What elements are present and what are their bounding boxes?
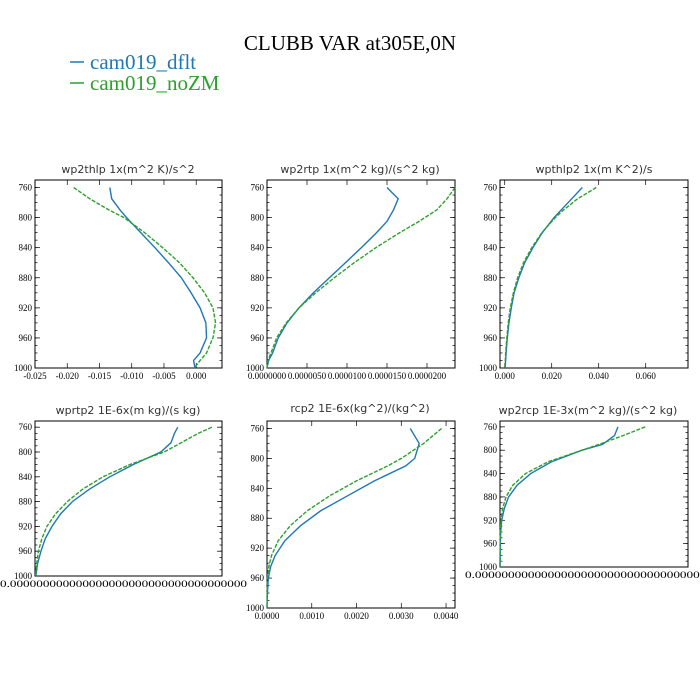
y-tick-label: 760 xyxy=(19,422,33,432)
legend-label-dflt: cam019_dflt xyxy=(90,50,196,74)
plot-frame xyxy=(266,179,456,369)
series-line-cam019_noZM xyxy=(266,187,456,369)
y-tick-label: 800 xyxy=(251,453,265,463)
panel-wprtp2: wprtp2 1E-6x(m kg)/(s kg) 760 800 840 880 920… xyxy=(0,404,248,589)
plot-frame xyxy=(34,420,223,577)
x-tick-label: 0.0000150 xyxy=(368,371,407,381)
y-tick-label: 960 xyxy=(251,333,265,343)
panel-rcp2: rcp2 1E-6x(kg^2)/(kg^2) 760 800 840 880 920 96… xyxy=(246,402,459,621)
y-tick-label: 1000 xyxy=(246,603,265,613)
x-tick-label: 0.0040 xyxy=(434,611,459,621)
panel-wp2rtp: wp2rtp 1x(m^2 kg)/(s^2 kg) 760 800 840 880 92… xyxy=(246,163,456,381)
y-tick-label: 880 xyxy=(484,273,498,283)
series-line-cam019_dflt xyxy=(266,187,400,369)
y-tick-label: 960 xyxy=(484,333,498,343)
y-tick-label: 800 xyxy=(19,213,33,223)
x-tick-label: 0.020 xyxy=(542,371,563,381)
x-tick-label: 0.040 xyxy=(589,371,610,381)
x-tick-label: 0.0010 xyxy=(299,611,324,621)
panel-title: wp2rtp 1x(m^2 kg)/(s^2 kg) xyxy=(280,163,439,176)
x-tick-label: 0.0000100 xyxy=(328,371,367,381)
y-tick-label: 920 xyxy=(251,543,265,553)
y-tick-label: 840 xyxy=(19,472,33,482)
series-line-cam019_dflt xyxy=(109,187,208,369)
series-line-cam019_dflt xyxy=(499,426,619,568)
plot-frame xyxy=(266,420,456,609)
series-line-cam019_noZM xyxy=(34,426,213,577)
y-tick-label: 1000 xyxy=(479,363,498,373)
panel-title: rcp2 1E-6x(kg^2)/(kg^2) xyxy=(290,402,429,415)
y-tick-label: 1000 xyxy=(14,571,33,581)
y-tick-label: 840 xyxy=(19,243,33,253)
y-tick-label: 920 xyxy=(484,515,498,525)
y-tick-label: 960 xyxy=(19,333,33,343)
y-tick-label: 1000 xyxy=(479,562,498,572)
x-tick-label: -0.010 xyxy=(120,371,144,381)
x-tick-label: -0.005 xyxy=(152,371,176,381)
x-tick-label: 0.000000000000000000000000000000000000 xyxy=(465,570,700,580)
series-line-cam019_noZM xyxy=(499,426,646,567)
y-tick-label: 760 xyxy=(484,422,498,432)
panel-title: wpthlp2 1x(m K^2)/s xyxy=(536,163,653,176)
x-tick-label: 0.0000050 xyxy=(288,371,327,381)
y-tick-label: 800 xyxy=(484,213,498,223)
panel-title: wprtp2 1E-6x(m kg)/(s kg) xyxy=(56,404,201,417)
y-tick-label: 840 xyxy=(484,469,498,479)
y-tick-label: 960 xyxy=(484,539,498,549)
y-tick-label: 760 xyxy=(251,423,265,433)
series-line-cam019_dflt xyxy=(266,428,420,609)
y-tick-label: 800 xyxy=(484,445,498,455)
series-line-cam019_dflt xyxy=(504,187,583,369)
x-tick-label: 0.060 xyxy=(636,371,657,381)
y-tick-label: 760 xyxy=(484,183,498,193)
plot-frame xyxy=(34,179,223,369)
y-tick-label: 880 xyxy=(251,273,265,283)
x-tick-label: 0.0000200 xyxy=(408,371,447,381)
y-tick-label: 880 xyxy=(19,273,33,283)
panel-title: wp2thlp 1x(m^2 K)/s^2 xyxy=(61,163,194,176)
series-line-cam019_dflt xyxy=(35,426,179,577)
series-line-cam019_noZM xyxy=(73,186,217,369)
y-tick-label: 760 xyxy=(251,183,265,193)
y-tick-label: 760 xyxy=(19,183,33,193)
y-tick-label: 920 xyxy=(19,521,33,531)
figure-title: CLUBB VAR at305E,0N xyxy=(244,31,456,55)
y-tick-label: 840 xyxy=(251,483,265,493)
panel-wp2rcp: wp2rcp 1E-3x(m^2 kg)/(s^2 kg)760 800 840 88… xyxy=(465,404,700,580)
plot-frame xyxy=(499,420,689,568)
legend: cam019_dflt cam019_noZM xyxy=(70,50,220,95)
x-tick-label: -0.025 xyxy=(23,371,47,381)
panel-wpthlp2: wpthlp2 1x(m K^2)/s 760 800 840 880 920 960 100… xyxy=(479,163,689,381)
x-tick-label: 0.0000 xyxy=(255,611,280,621)
y-tick-label: 1000 xyxy=(246,363,265,373)
x-tick-label: 0.0000000 xyxy=(248,371,287,381)
legend-label-nozm: cam019_noZM xyxy=(90,71,220,95)
panel-wp2thlp: wp2thlp 1x(m^2 K)/s^2 760 800 840 880 920 960 1… xyxy=(14,163,223,381)
y-tick-label: 960 xyxy=(19,546,33,556)
x-tick-label: 0.000000000000000000000000000000000000 xyxy=(0,579,248,589)
panel-title: wp2rcp 1E-3x(m^2 kg)/(s^2 kg) xyxy=(499,404,678,417)
x-tick-label: 0.000 xyxy=(495,371,516,381)
y-tick-label: 880 xyxy=(19,497,33,507)
x-tick-label: 0.0030 xyxy=(389,611,414,621)
y-tick-label: 800 xyxy=(19,447,33,457)
y-tick-label: 1000 xyxy=(14,363,33,373)
series-line-cam019_noZM xyxy=(504,186,597,369)
x-tick-label: 0.0020 xyxy=(344,611,369,621)
x-tick-label: -0.015 xyxy=(88,371,112,381)
y-tick-label: 880 xyxy=(251,513,265,523)
plot-frame xyxy=(499,179,689,369)
y-tick-label: 920 xyxy=(484,303,498,313)
y-tick-label: 880 xyxy=(484,492,498,502)
y-tick-label: 840 xyxy=(484,243,498,253)
y-tick-label: 800 xyxy=(251,213,265,223)
x-tick-label: 0.000 xyxy=(186,371,207,381)
y-tick-label: 920 xyxy=(251,303,265,313)
series-line-cam019_noZM xyxy=(266,427,443,609)
x-tick-label: -0.020 xyxy=(56,371,80,381)
y-tick-label: 920 xyxy=(19,303,33,313)
y-tick-label: 960 xyxy=(251,573,265,583)
y-tick-label: 840 xyxy=(251,243,265,253)
